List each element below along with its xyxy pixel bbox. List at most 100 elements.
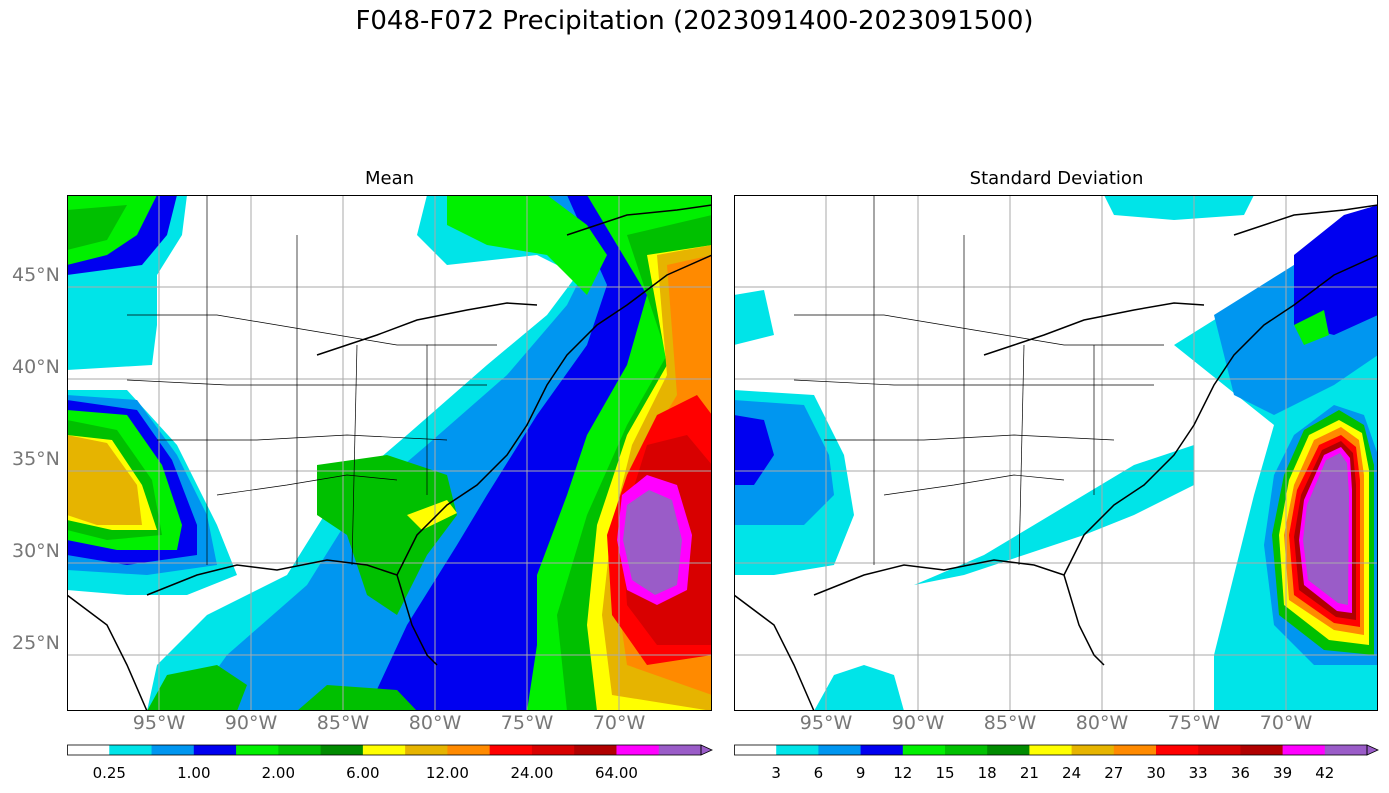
colorbar-label: 9 [855, 764, 866, 782]
lon-label: 80°W [408, 712, 462, 734]
colorbar-frame [734, 744, 1368, 756]
colorbar-segment [1113, 745, 1157, 755]
colorbar-extend-arrow [700, 744, 713, 756]
colorbar-segment [987, 745, 1030, 755]
colorbar-label: 15 [935, 764, 955, 782]
lon-label: 75°W [500, 712, 554, 734]
precip-west-darkgreen [67, 205, 127, 250]
std-hot-purple [1303, 453, 1349, 605]
lat-label: 35°N [12, 448, 60, 470]
colorbar-label: 12.00 [425, 764, 469, 782]
colorbar-segment [193, 745, 237, 755]
lon-label: 85°W [983, 712, 1037, 734]
panel-title-mean: Mean [364, 168, 415, 189]
colorbar-label: 42 [1315, 764, 1335, 782]
std-west-dblue [734, 415, 774, 485]
precip-se-green [317, 455, 457, 615]
colorbar-segment [902, 745, 946, 755]
colorbar-label: 24.00 [510, 764, 554, 782]
colorbar-segment [860, 745, 904, 755]
colorbar-segment [1071, 745, 1115, 755]
lon-label: 90°W [891, 712, 945, 734]
colorbar-segment [531, 745, 575, 755]
colorbar-label: 30 [1146, 764, 1166, 782]
colorbar-label: 2.00 [261, 764, 296, 782]
lat-label: 30°N [12, 540, 60, 562]
colorbar-segment [658, 745, 702, 755]
std-east-dblue [1294, 205, 1378, 335]
precip-gulf-green [147, 665, 247, 711]
precip-east-purple [623, 490, 682, 595]
colorbar-label: 6 [813, 764, 824, 782]
colorbar-label: 33 [1188, 764, 1208, 782]
colorbar-label: 27 [1104, 764, 1124, 782]
mean-colorbar [67, 744, 713, 756]
lon-label: 70°W [592, 712, 646, 734]
lon-label: 75°W [1167, 712, 1221, 734]
gridlines [734, 195, 1378, 711]
colorbar-label: 12 [893, 764, 913, 782]
colorbar-segment [278, 745, 322, 755]
colorbar-segment [1240, 745, 1284, 755]
colorbar-label: 36 [1230, 764, 1250, 782]
colorbar-segment [67, 745, 110, 755]
colorbar-extend-arrow [1366, 744, 1379, 756]
colorbar-label: 39 [1273, 764, 1293, 782]
colorbar-segment [574, 745, 617, 755]
colorbar-segment [362, 745, 406, 755]
gridlines [67, 195, 712, 711]
map-frame [734, 195, 1378, 711]
lat-label: 45°N [12, 264, 60, 286]
std-south-cyan [814, 665, 904, 711]
map-frame [67, 195, 712, 711]
colorbar-segment [818, 745, 862, 755]
colorbar-segment [1282, 745, 1326, 755]
lon-label: 95°W [799, 712, 853, 734]
std-map[interactable] [734, 195, 1378, 711]
precip-gulf-green2 [297, 685, 417, 711]
std-west-cyan2 [734, 290, 774, 345]
colorbar-segment [1198, 745, 1241, 755]
state-borders [793, 195, 1164, 566]
std-se-cyan [914, 445, 1194, 585]
colorbar-segment [405, 745, 448, 755]
lon-label: 70°W [1259, 712, 1313, 734]
main-title: F048-F072 Precipitation (2023091400-2023… [355, 6, 1034, 36]
lon-label: 80°W [1075, 712, 1129, 734]
precip-sw-orange [67, 435, 142, 525]
colorbar-segment [616, 745, 660, 755]
colorbar-label: 18 [977, 764, 997, 782]
colorbar-label: 3 [771, 764, 781, 782]
colorbar-segment [1156, 745, 1199, 755]
colorbar-segment [236, 745, 279, 755]
colorbar-label: 1.00 [177, 764, 211, 782]
std-east-green [1294, 310, 1329, 345]
colorbar-segment [734, 745, 777, 755]
colorbar-label: 6.00 [346, 764, 380, 782]
std-north-cyan [1104, 195, 1254, 220]
lat-label: 40°N [12, 356, 60, 378]
colorbar-label: 0.25 [92, 764, 126, 782]
colorbar-segment [489, 745, 533, 755]
std-colorbar [734, 744, 1379, 756]
colorbar-segment [320, 745, 364, 755]
lon-label: 90°W [224, 712, 278, 734]
colorbar-segment [151, 745, 195, 755]
lat-label: 25°N [12, 632, 60, 654]
colorbar-segment [109, 745, 153, 755]
colorbar-label: 64.00 [594, 764, 638, 782]
colorbar-segment [1324, 745, 1368, 755]
colorbar-segment [776, 745, 819, 755]
colorbar-frame [67, 744, 702, 756]
coastlines [67, 204, 712, 711]
lon-label: 95°W [132, 712, 186, 734]
colorbar-label: 21 [1019, 764, 1039, 782]
colorbar-segment [447, 745, 491, 755]
panel-title-std: Standard Deviation [969, 168, 1144, 189]
lon-label: 85°W [316, 712, 370, 734]
state-borders [126, 195, 497, 566]
mean-map[interactable] [67, 195, 712, 711]
colorbar-segment [945, 745, 988, 755]
coastlines [734, 204, 1378, 711]
colorbar-segment [1029, 745, 1073, 755]
